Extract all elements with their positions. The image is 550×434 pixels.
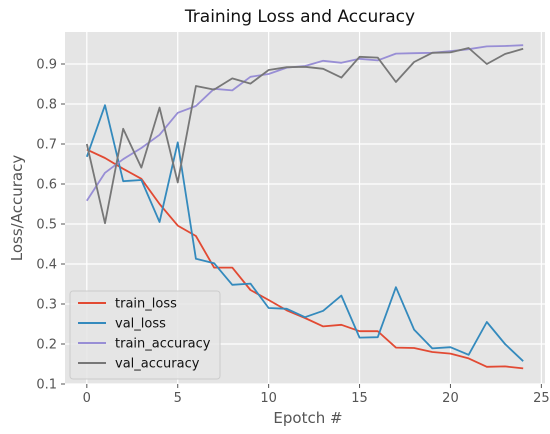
x-tick-label: 15 bbox=[351, 391, 368, 406]
y-tick-label: 0.4 bbox=[36, 258, 57, 273]
x-tick-label: 5 bbox=[174, 391, 182, 406]
y-axis-label: Loss/Accuracy bbox=[8, 155, 26, 262]
x-axis-label: Epotch # bbox=[273, 409, 342, 427]
x-axis-ticks: 0 5 10 15 20 25 bbox=[83, 384, 550, 406]
legend-label: train_loss bbox=[115, 297, 177, 312]
legend-label: val_accuracy bbox=[115, 357, 200, 372]
series-line-val-loss bbox=[85, 104, 524, 362]
y-tick-label: 0.5 bbox=[36, 218, 57, 233]
x-tick-label: 20 bbox=[442, 391, 459, 406]
y-axis-ticks: 0.1 0.2 0.3 0.4 0.5 0.6 0.7 0.8 0.9 bbox=[36, 58, 65, 393]
x-tick-label: 10 bbox=[260, 391, 277, 406]
legend: train_loss val_loss train_accuracy val_accu… bbox=[69, 290, 221, 380]
series-line-val-accuracy bbox=[85, 47, 524, 225]
y-tick-label: 0.8 bbox=[36, 98, 57, 113]
chart-title: Training Loss and Accuracy bbox=[184, 7, 415, 27]
x-tick-label: 25 bbox=[533, 391, 550, 406]
legend-label: train_accuracy bbox=[115, 337, 211, 352]
y-tick-label: 0.9 bbox=[36, 58, 57, 73]
y-tick-label: 0.2 bbox=[36, 338, 57, 353]
legend-label: val_loss bbox=[115, 317, 166, 332]
y-tick-label: 0.7 bbox=[36, 138, 57, 153]
y-tick-label: 0.1 bbox=[36, 378, 57, 393]
x-tick-label: 0 bbox=[83, 391, 91, 406]
y-tick-label: 0.3 bbox=[36, 298, 57, 313]
legend-box bbox=[69, 290, 221, 380]
series-lines bbox=[85, 44, 524, 370]
y-tick-label: 0.6 bbox=[36, 178, 57, 193]
